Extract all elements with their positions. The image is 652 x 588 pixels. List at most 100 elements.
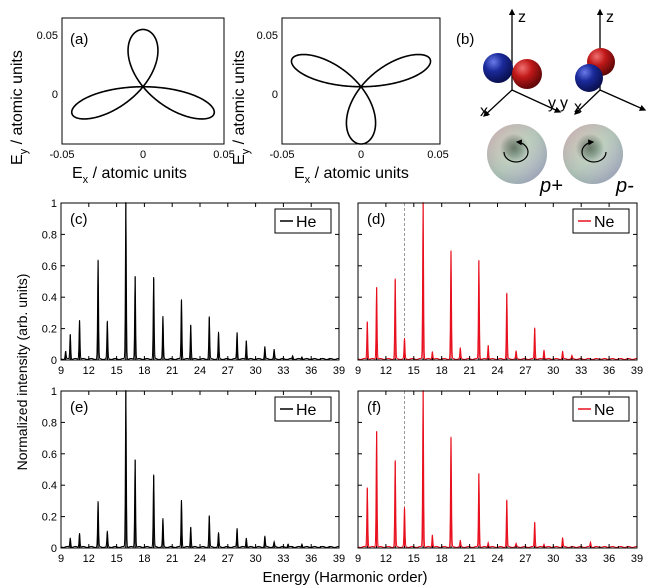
y-axis-label: Ey / atomic units [231,50,252,165]
xtick-label: 21 [166,553,178,565]
xtick-label: 18 [436,365,448,377]
polarization-curve [70,28,216,120]
x-axis [483,89,513,117]
spectrum-panel-c: 9 12 15 18 21 24 27 30 33 36 39 0 0.2 0.4 0.6 0.8 1 (c) He [42,198,345,377]
xtick-label: 33 [575,365,587,377]
y-axis-label-intensity: Normalized intensity (arb. units) [14,274,30,471]
xtick-label: 33 [277,365,289,377]
ytick-label: 0.6 [42,261,57,273]
atom-red [512,59,542,89]
plot-frame [61,17,225,145]
molecule-frame-left: z y x [480,8,562,120]
y-axis [511,89,562,113]
xtick-label: 12 [83,365,95,377]
orbital-p-minus: p- [563,124,634,197]
orbital-label-p-plus: p+ [539,175,563,197]
xtick-label: 12 [380,553,392,565]
xtick-label: 9 [355,365,361,377]
spectrum-panel-f: 9 12 15 18 21 24 27 30 33 36 39 (f) Ne [355,390,643,565]
orbital-tint [487,124,547,184]
axis-label-y: y [548,95,556,112]
xtick-label: 33 [575,553,587,565]
xtick-label: 9 [58,553,64,565]
xtick-label: 0 [140,149,146,161]
xtick-label: 33 [277,553,289,565]
xtick-label: 36 [603,553,615,565]
xtick-label: 21 [463,365,475,377]
xtick-label: 18 [138,365,150,377]
axis-label-y: y [560,95,568,112]
atom-blue [575,64,603,92]
xtick-label: 15 [110,553,122,565]
y-axis-label: Ey / atomic units [9,50,30,165]
xtick-label: 24 [194,553,206,565]
rotation-arrow-icon [581,139,607,163]
legend-label: Ne [594,214,615,231]
xtick-label: -0.05 [49,149,74,161]
xtick-label: 21 [463,553,475,565]
ytick-label: 1 [51,198,57,210]
xtick-label: 30 [249,365,261,377]
ytick-label: 0.8 [42,229,57,241]
xtick-label: 39 [631,365,643,377]
atom-blue [483,53,513,83]
ytick-label: 0 [52,89,58,101]
x-axis-label: Ex / atomic units [72,165,187,186]
xtick-label: 39 [631,553,643,565]
ytick-label: 0.05 [257,30,278,42]
legend-label: He [296,214,317,231]
polarization-curve [290,53,432,145]
spectrum-panel-e: 9 12 15 18 21 24 27 30 33 36 39 0 0.2 0.4 0.6 0.8 1 (e) He [42,386,345,565]
xtick-label: 12 [83,553,95,565]
panel-label-c: (c) [70,211,88,228]
axis-label-z: z [606,9,614,26]
ytick-label: 0.05 [37,30,58,42]
xtick-label: 36 [305,553,317,565]
panel-a: (a) 0.05 0 -0.05 0 0.05 Ex / atomic unit… [9,17,449,186]
xtick-label: 24 [194,365,206,377]
xtick-label: 36 [305,365,317,377]
panel-b: (b) z y x z y x p+ [456,8,647,197]
orbital-label-p-minus: p- [615,175,634,197]
axis-label-x: x [574,99,582,116]
xtick-label: 36 [603,365,615,377]
ytick-label: 0 [272,89,278,101]
xtick-label: 18 [138,553,150,565]
ytick-label: 0 [51,355,57,367]
xtick-label: 27 [519,365,531,377]
plot-frame [281,17,441,145]
ytick-label: 0.4 [42,292,57,304]
xtick-label: 0.05 [427,149,448,161]
x-axis [574,89,601,115]
xtick-label: 0.05 [213,149,234,161]
ytick-label: 1 [51,386,57,398]
x-axis-label: Ex / atomic units [294,165,409,186]
axis-label-x: x [480,103,488,120]
xtick-label: 30 [249,553,261,565]
panel-label-b: (b) [456,31,474,48]
xtick-label: 30 [547,553,559,565]
xtick-label: 9 [58,365,64,377]
ytick-label: 0.6 [42,449,57,461]
polarization-plot-left: (a) 0.05 0 -0.05 0 0.05 Ex / atomic unit… [9,17,235,186]
xtick-label: 39 [333,365,345,377]
xtick-label: 12 [380,365,392,377]
xtick-label: 15 [408,553,420,565]
panel-label-d: (d) [367,211,385,228]
xtick-label: 39 [333,553,345,565]
ytick-label: 0.2 [42,324,57,336]
ytick-label: 0 [51,543,57,555]
molecule-frame-right: z y x [560,8,647,116]
xtick-label: 27 [222,553,234,565]
xtick-label: 27 [519,553,531,565]
xtick-label: 24 [491,553,503,565]
xtick-label: 27 [222,365,234,377]
legend-label: Ne [594,402,615,419]
xtick-label: 30 [547,365,559,377]
orbital-p-plus: p+ [487,124,563,197]
polarization-plot-right: 0.05 0 -0.05 0 0.05 Ex / atomic units Ey… [231,17,449,186]
xtick-label: 15 [110,365,122,377]
ytick-label: 0.4 [42,480,57,492]
spectra-panels: 9 12 15 18 21 24 27 30 33 36 39 0 0.2 0.4 0.6 0.8 1 (c) He… [42,198,643,565]
